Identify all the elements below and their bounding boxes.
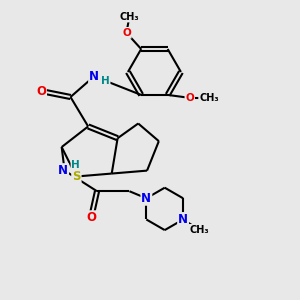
Text: N: N — [89, 70, 99, 83]
Text: O: O — [86, 211, 96, 224]
Text: CH₃: CH₃ — [190, 225, 209, 235]
Text: O: O — [36, 85, 46, 98]
Text: O: O — [185, 93, 194, 103]
Text: H: H — [101, 76, 110, 86]
Text: N: N — [58, 164, 68, 177]
Text: H: H — [71, 160, 80, 170]
Text: O: O — [122, 28, 131, 38]
Text: N: N — [178, 213, 188, 226]
Text: N: N — [141, 192, 152, 205]
Text: CH₃: CH₃ — [120, 12, 139, 22]
Text: S: S — [72, 170, 81, 183]
Text: CH₃: CH₃ — [199, 93, 219, 103]
